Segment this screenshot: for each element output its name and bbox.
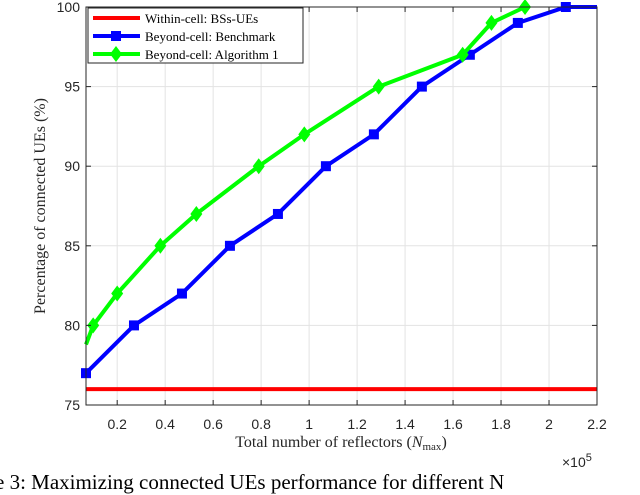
plot-frame xyxy=(85,6,598,406)
ticks: 0.2 0.4 0.6 0.8 1 1.2 1.4 1.6 1.8 2 2.2 75 80 85 90 95 1… xyxy=(57,0,607,432)
data-point-diamond xyxy=(372,78,385,95)
x-tick-label: 2 xyxy=(545,416,553,432)
legend: Within-cell: BSs-UEs Beyond-cell: Benchma… xyxy=(87,7,304,64)
y-tick-label: 95 xyxy=(64,79,80,95)
y-tick-label: 90 xyxy=(64,158,80,174)
data-point-diamond xyxy=(87,317,100,334)
data-point-square xyxy=(176,288,187,299)
x-tick-label: 1 xyxy=(305,416,313,432)
data-point-diamond xyxy=(110,46,122,62)
figure-caption: re 3: Maximizing connected UEs performan… xyxy=(0,470,505,494)
data-point-square xyxy=(320,161,331,172)
legend-label: Within-cell: BSs-UEs xyxy=(145,11,258,26)
x-axis-label: Total number of reflectors (Nmax) xyxy=(235,434,447,453)
x-tick-label: 0.8 xyxy=(251,416,271,432)
data-point-square xyxy=(224,240,235,251)
x-tick-label: 0.6 xyxy=(203,416,223,432)
y-tick-label: 80 xyxy=(64,317,80,333)
y-tick-label: 85 xyxy=(64,238,80,254)
data-point-diamond xyxy=(456,46,469,63)
data-point-diamond xyxy=(154,237,167,254)
data-point-square xyxy=(272,208,283,219)
data-point-square xyxy=(111,31,121,41)
x-tick-label: 0.2 xyxy=(107,416,127,432)
legend-label: Beyond-cell: Algorithm 1 xyxy=(145,47,279,62)
x-tick-label: 1.8 xyxy=(491,416,511,432)
data-point-square xyxy=(368,129,379,140)
y-tick-label: 75 xyxy=(64,397,80,413)
data-point-square xyxy=(512,17,523,28)
data-point-diamond xyxy=(298,126,311,143)
legend-label: Beyond-cell: Benchmark xyxy=(145,29,276,44)
x-tick-label: 2.2 xyxy=(587,416,607,432)
x-tick-label: 1.4 xyxy=(395,416,415,432)
data-point-diamond xyxy=(485,14,498,31)
data-point-diamond xyxy=(190,205,203,222)
data-point-diamond xyxy=(252,158,265,175)
grid xyxy=(86,6,598,406)
data-point-square xyxy=(464,49,475,60)
x-tick-label: 1.2 xyxy=(347,416,367,432)
series-line xyxy=(84,5,597,375)
data-point-diamond xyxy=(111,285,124,302)
data-point-square xyxy=(128,320,139,331)
x-tick-label: 1.6 xyxy=(443,416,463,432)
x-tick-label: 0.4 xyxy=(155,416,175,432)
series-1 xyxy=(81,2,597,379)
data-point-square xyxy=(416,81,427,92)
y-tick-label: 100 xyxy=(57,0,81,15)
y-axis-label: Percentage of connected UEs (%) xyxy=(32,98,49,314)
x-multiplier: ×105 xyxy=(562,452,592,470)
